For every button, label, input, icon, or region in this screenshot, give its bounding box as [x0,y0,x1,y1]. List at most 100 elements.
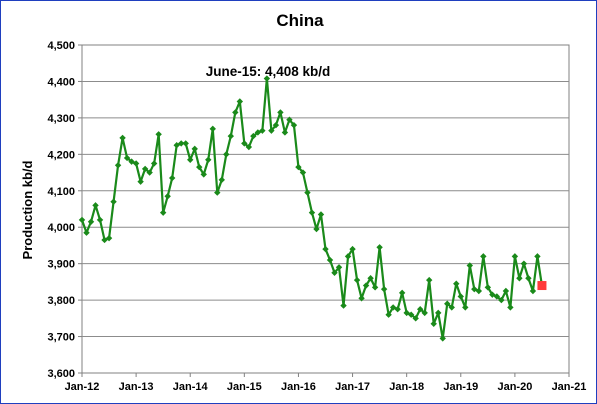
data-point [385,311,392,318]
data-point [123,154,131,162]
data-point [421,309,428,317]
data-point [191,145,198,153]
data-point [525,275,532,282]
data-point [511,253,519,260]
data-point [416,306,424,313]
x-tick-label: Jan-15 [227,381,262,393]
data-point [344,253,352,260]
data-point [281,129,289,136]
x-axis-ticks: Jan-12 Jan-13 Jan-14 Jan-15 Jan-16 Jan-17 Jan-… [65,373,587,393]
data-point [299,169,307,176]
data-point [484,284,492,291]
data-point [268,127,275,134]
data-point [178,140,185,147]
data-point [529,287,537,295]
y-tick-label: 4,000 [47,222,75,234]
data-point [214,189,221,196]
data-point [250,132,257,140]
y-tick-label: 3,800 [47,295,75,307]
data-point [155,131,162,138]
x-tick-label: Jan-18 [389,381,424,393]
data-point [159,209,167,216]
y-axis-label: Production kb/d [20,160,35,259]
data-point [426,276,433,284]
data-point [340,302,347,309]
data-point [398,289,406,297]
data-point [331,269,338,276]
data-point [290,121,298,129]
data-point [218,176,225,184]
data-point [462,304,469,311]
data-point [380,285,388,293]
data-point [168,174,176,182]
peak-annotation: June-15: 4,408 kb/d [206,64,331,79]
data-point [376,244,383,251]
gridlines [82,80,569,338]
data-point [326,256,334,264]
y-tick-label: 3,600 [47,368,75,380]
data-point [137,178,144,185]
x-tick-label: Jan-19 [443,381,478,393]
data-point [498,296,505,304]
chart-title: China [276,11,324,30]
data-point [209,125,216,133]
data-point [78,216,86,224]
data-point [317,211,325,218]
data-point [205,156,212,163]
y-tick-label: 4,300 [47,113,75,125]
data-point [286,116,293,123]
data-point [335,264,343,271]
data-point [394,306,401,313]
data-point [105,234,113,242]
data-point [277,109,284,116]
data-point [96,216,104,224]
data-point [313,225,320,233]
data-point [232,109,239,116]
y-tick-label: 4,400 [47,76,75,88]
plot-area [81,44,570,374]
data-point [196,163,203,171]
data-point [146,169,153,176]
x-tick-label: Jan-21 [552,381,587,393]
data-point [493,293,501,300]
data-point [412,315,419,322]
data-point [516,275,523,282]
y-axis-ticks: 3,600 3,700 3,800 3,900 4,000 4,100 4,200 4,300… [47,40,82,380]
data-point [182,140,189,147]
y-tick-label: 4,200 [47,149,75,161]
data-point [439,335,446,342]
data-point [358,295,365,302]
data-point [236,98,244,105]
data-point [200,171,207,178]
data-point [362,282,370,289]
data-point [259,127,266,134]
data-point [164,193,171,200]
x-tick-label: Jan-13 [119,381,154,393]
data-point [480,253,487,260]
data-point [92,202,99,209]
data-point [353,276,361,284]
data-point [453,280,460,287]
data-point [349,245,356,253]
data-point [520,260,528,267]
data-point [435,309,442,317]
y-tick-label: 4,100 [47,186,75,198]
highlight-point [537,281,547,291]
x-tick-label: Jan-16 [281,381,316,393]
data-point [101,236,108,244]
data-point [87,218,95,225]
highlight-layer [537,281,547,291]
data-point [448,304,455,311]
data-point [132,160,140,167]
y-tick-label: 3,900 [47,259,75,271]
x-tick-label: Jan-17 [335,381,370,393]
data-point [444,300,451,307]
data-point [223,151,230,158]
y-tick-label: 3,700 [47,332,75,344]
data-point [507,304,514,311]
x-tick-label: Jan-14 [173,381,209,393]
data-point [322,245,329,253]
data-point [407,311,415,318]
data-point [141,165,149,173]
data-point [150,160,158,167]
